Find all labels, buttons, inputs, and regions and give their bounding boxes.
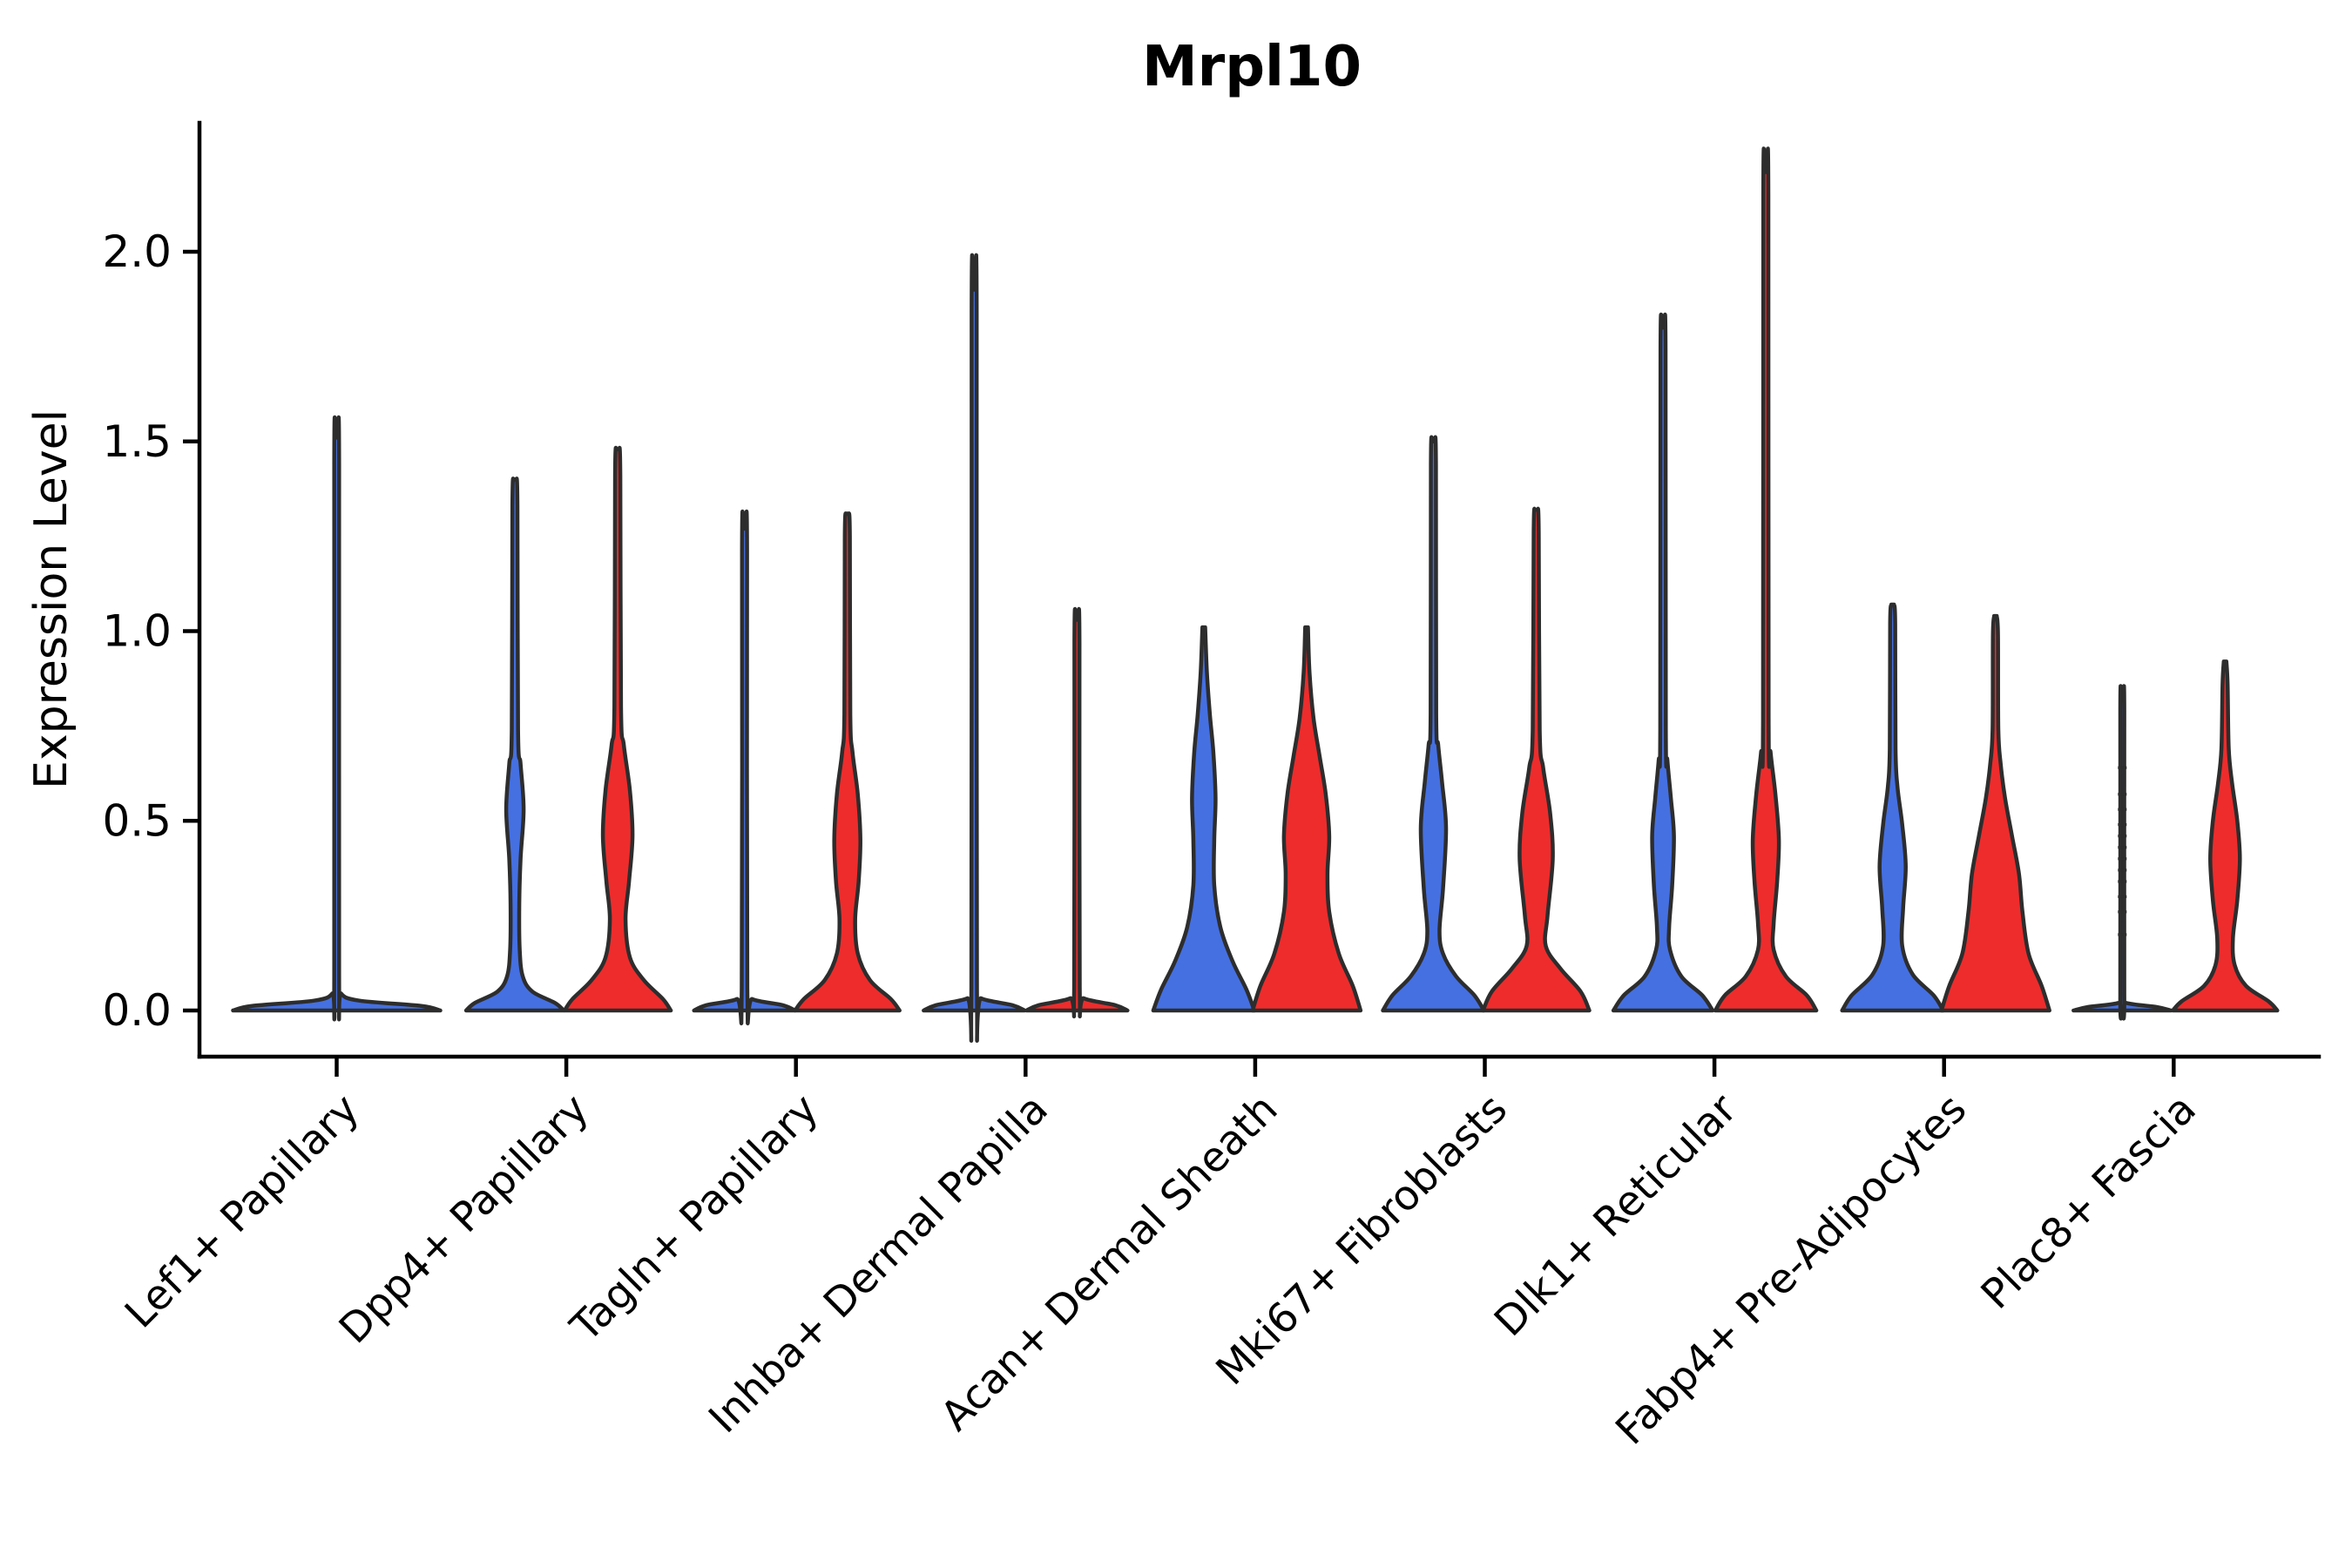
violin-1-blue [463, 476, 566, 1013]
violin-2-red [793, 511, 902, 1013]
x-tick-label-2: Tagln+ Papillary [561, 1085, 828, 1352]
violin-7-red [1939, 613, 2051, 1013]
y-tick-label-1: 0.5 [102, 795, 172, 846]
violin-5-blue [1381, 435, 1486, 1013]
y-tick-label-4: 2.0 [102, 226, 172, 277]
violin-3-blue [922, 253, 1027, 1043]
y-tick-label-3: 1.5 [102, 416, 172, 467]
violins [231, 146, 2280, 1043]
violin-group-0 [231, 415, 443, 1022]
violin-group-8 [2072, 659, 2280, 1021]
chart-title: Mrpl10 [1142, 35, 1362, 99]
violin-0-blue [231, 415, 443, 1022]
violin-group-1 [463, 445, 673, 1013]
violin-7-blue [1840, 602, 1945, 1013]
violin-4-red [1250, 625, 1363, 1013]
violin-group-5 [1381, 435, 1592, 1013]
y-axis-label: Expression Level [25, 409, 78, 789]
x-tick-label-8: Plac8+ Fascia [1972, 1085, 2206, 1319]
y-axis-ticks: 0.0 0.5 1.0 1.5 2.0 [102, 226, 199, 1036]
x-tick-label-1: Dpp4+ Papillary [330, 1085, 598, 1354]
violin-3-red [1024, 606, 1130, 1018]
x-tick-label-6: Dlk1+ Reticular [1485, 1085, 1747, 1346]
violin-4-blue [1151, 625, 1257, 1013]
x-tick-label-0: Lef1+ Papillary [116, 1085, 368, 1338]
violin-group-4 [1151, 625, 1363, 1013]
violin-group-3 [922, 253, 1130, 1043]
violin-group-7 [1840, 602, 2051, 1013]
violin-1-red [562, 445, 673, 1013]
y-tick-label-2: 1.0 [102, 606, 172, 657]
violin-8-red [2171, 659, 2280, 1013]
violin-8-blue [2072, 684, 2173, 1021]
y-tick-label-0: 0.0 [102, 985, 172, 1036]
violin-group-6 [1611, 146, 1819, 1013]
violin-group-2 [692, 509, 902, 1026]
violin-5-red [1481, 506, 1592, 1013]
violin-2-blue [692, 509, 797, 1026]
violin-6-red [1713, 146, 1819, 1013]
violin-6-blue [1611, 312, 1715, 1013]
